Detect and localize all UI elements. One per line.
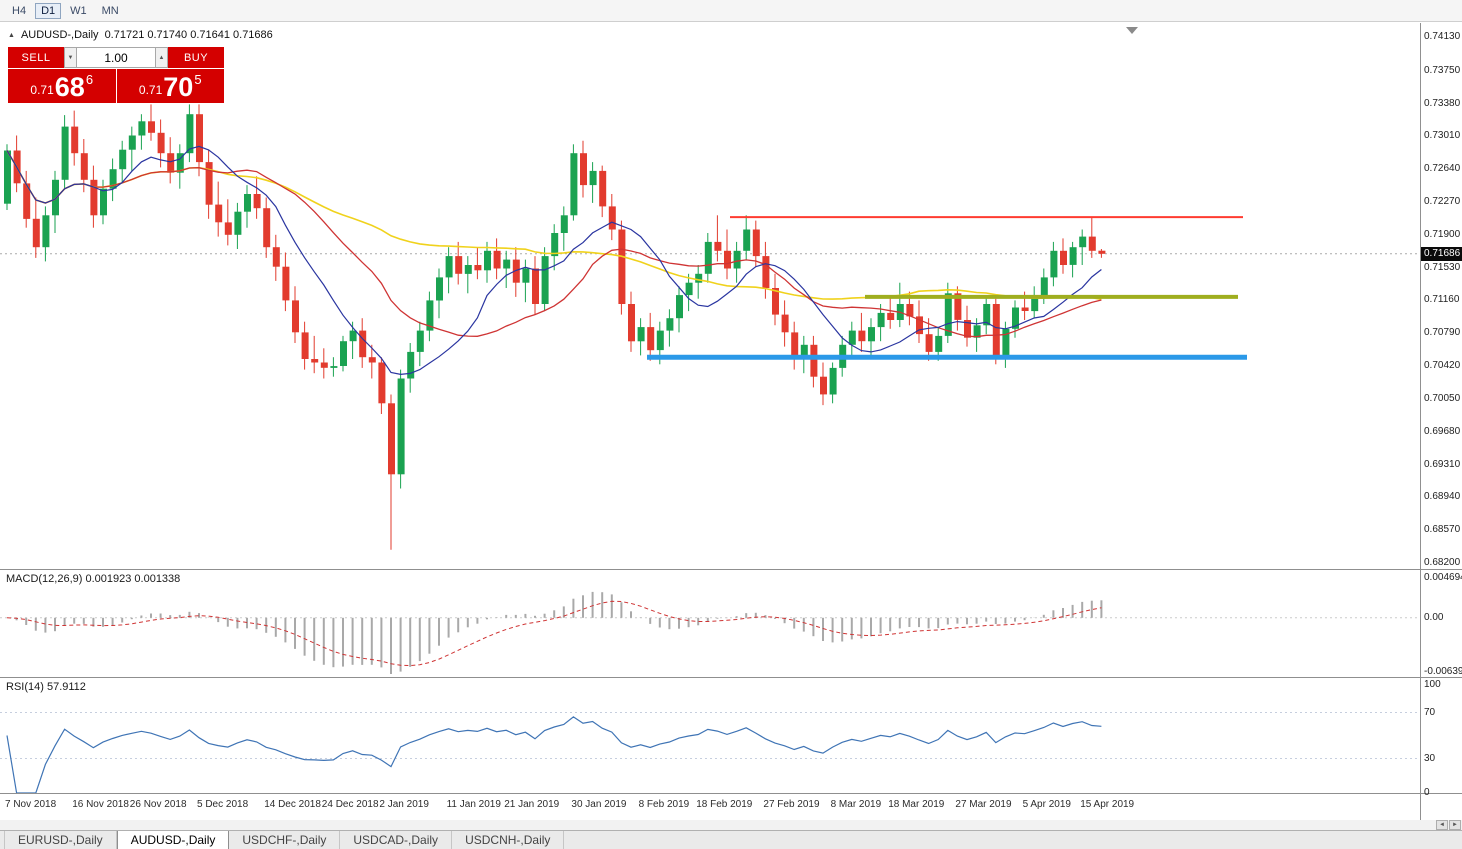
price-axis-label: 0.69310 — [1424, 458, 1461, 470]
ohlc-values: 0.71721 0.71740 0.71641 0.71686 — [104, 29, 273, 41]
tab-eurusd[interactable]: EURUSD-,Daily — [4, 831, 117, 849]
price-axis-label: 0.72270 — [1424, 195, 1461, 207]
time-axis-label: 27 Mar 2019 — [955, 799, 1012, 810]
macd-indicator-pane[interactable] — [0, 570, 1420, 677]
pane-splitter[interactable] — [0, 677, 1462, 678]
rsi-axis-label: 30 — [1424, 752, 1436, 764]
time-axis-label: 18 Feb 2019 — [696, 799, 753, 810]
price-axis-label: 0.74130 — [1424, 31, 1461, 42]
pane-splitter[interactable] — [0, 569, 1462, 570]
time-axis-label: 14 Dec 2018 — [264, 799, 321, 810]
price-axis-label: 0.71530 — [1424, 261, 1461, 273]
chart-tabs-bar: EURUSD-,Daily AUDUSD-,Daily USDCHF-,Daily U… — [0, 830, 1462, 849]
rsi-indicator-label: RSI(14) 57.9112 — [6, 681, 86, 693]
time-axis-label: 8 Mar 2019 — [830, 799, 882, 810]
tab-usdcnh[interactable]: USDCNH-,Daily — [452, 831, 565, 849]
price-axis-label: 0.73380 — [1424, 97, 1461, 109]
time-axis-label: 8 Feb 2019 — [638, 799, 690, 810]
price-axis-label: 0.72640 — [1424, 163, 1461, 175]
timeframe-toolbar: H4 D1 W1 MN — [0, 0, 1462, 22]
timeframe-button-w1[interactable]: W1 — [70, 4, 87, 17]
price-axis-label: 0.70420 — [1424, 360, 1461, 372]
time-axis-label: 7 Nov 2018 — [5, 799, 57, 810]
chart-title: ▲ AUDUSD-,Daily 0.71721 0.71740 0.71641 … — [8, 29, 273, 41]
sell-price-pip: 6 — [85, 72, 94, 87]
buy-price-display[interactable]: 0.71 70 5 — [116, 69, 224, 103]
pane-splitter — [0, 793, 1462, 794]
volume-increase-button[interactable]: ▲ — [155, 47, 168, 68]
scroll-left-button[interactable]: ◄ — [1436, 820, 1448, 830]
buy-price-prefix: 0.71 — [138, 83, 163, 97]
one-click-trading-panel: SELL ▼ ▲ BUY 0.71 68 6 0.71 70 5 — [8, 47, 224, 103]
buy-price-digits: 70 — [163, 72, 194, 102]
rsi-axis-label: 100 — [1424, 679, 1441, 690]
price-axis-label: 0.70050 — [1424, 392, 1461, 404]
chart-window: ▲ AUDUSD-,Daily 0.71721 0.71740 0.71641 … — [0, 23, 1462, 820]
time-axis[interactable]: 7 Nov 2018 16 Nov 2018 26 Nov 2018 5 Dec 20… — [0, 794, 1420, 820]
time-axis-label: 24 Dec 2018 — [321, 799, 379, 810]
time-axis-label: 30 Jan 2019 — [571, 799, 627, 810]
time-axis-label: 15 Apr 2019 — [1080, 799, 1135, 810]
main-price-chart[interactable] — [0, 24, 1420, 569]
time-axis-label: 21 Jan 2019 — [504, 799, 560, 810]
sell-price-prefix: 0.71 — [30, 83, 54, 97]
time-axis-label: 16 Nov 2018 — [72, 799, 129, 810]
tab-usdchf[interactable]: USDCHF-,Daily — [229, 831, 341, 849]
price-axis-label: 0.71160 — [1424, 294, 1460, 306]
rsi-axis-label: 0 — [1424, 787, 1430, 798]
price-axis-label: 0.71900 — [1424, 228, 1461, 240]
macd-axis-label: 0.00 — [1424, 611, 1444, 623]
time-axis-label: 18 Mar 2019 — [888, 799, 945, 810]
macd-indicator-label: MACD(12,26,9) 0.001923 0.001338 — [6, 573, 181, 585]
sell-price-digits: 68 — [54, 72, 85, 102]
price-axis-label: 0.70790 — [1424, 327, 1461, 339]
tab-audusd[interactable]: AUDUSD-,Daily — [116, 831, 230, 849]
time-axis-label: 26 Nov 2018 — [129, 799, 187, 810]
current-price-badge: 0.71686 — [1421, 246, 1462, 261]
tab-usdcad[interactable]: USDCAD-,Daily — [340, 831, 453, 849]
macd-axis-label: 0.004694 — [1424, 572, 1462, 583]
scroll-right-button[interactable]: ► — [1449, 820, 1461, 830]
symbol-period-label: AUDUSD-,Daily — [20, 29, 99, 41]
volume-input[interactable] — [77, 47, 155, 68]
price-axis-label: 0.68200 — [1424, 557, 1461, 568]
price-axis-label: 0.68940 — [1424, 491, 1461, 503]
volume-decrease-button[interactable]: ▼ — [64, 47, 77, 68]
rsi-axis-label: 70 — [1424, 706, 1436, 718]
rsi-indicator-pane[interactable] — [0, 678, 1420, 793]
price-axis-label: 0.73010 — [1424, 130, 1461, 142]
price-axis-label: 0.73750 — [1424, 64, 1461, 76]
horizontal-scrollbar[interactable]: ◄ ► — [0, 820, 1462, 830]
price-axis-label: 0.68570 — [1424, 524, 1461, 536]
timeframe-button-mn[interactable]: MN — [101, 4, 119, 17]
sell-button[interactable]: SELL — [8, 47, 64, 68]
timeframe-button-d1[interactable]: D1 — [35, 2, 62, 19]
time-axis-label: 5 Dec 2018 — [197, 799, 249, 810]
price-axis-label: 0.69680 — [1424, 425, 1461, 437]
macd-axis-label: -0.00639 — [1424, 666, 1462, 677]
time-axis-label: 2 Jan 2019 — [379, 799, 429, 810]
time-axis-label: 11 Jan 2019 — [446, 799, 501, 810]
timeframe-button-h4[interactable]: H4 — [12, 4, 27, 17]
sell-price-display[interactable]: 0.71 68 6 — [8, 69, 116, 103]
collapse-arrow-icon[interactable]: ▲ — [8, 31, 15, 39]
time-axis-label: 27 Feb 2019 — [763, 799, 820, 810]
buy-price-pip: 5 — [194, 72, 202, 87]
price-scale[interactable]: 0.71686 0.74130 0.73750 0.73380 0.73010 0.72… — [1420, 23, 1462, 820]
buy-button[interactable]: BUY — [168, 47, 224, 68]
time-axis-label: 5 Apr 2019 — [1022, 799, 1071, 810]
